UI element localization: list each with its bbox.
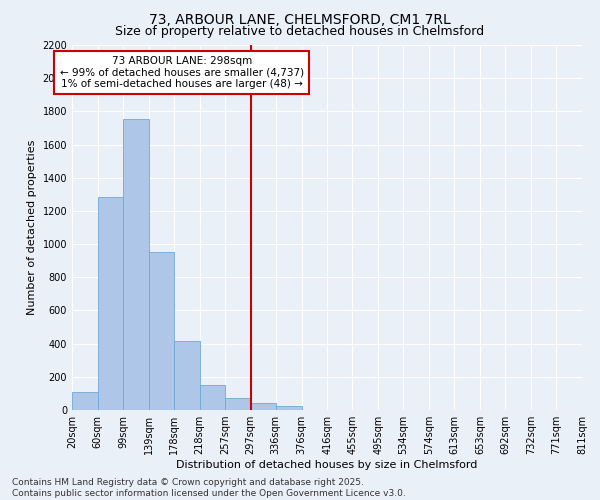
Text: 73, ARBOUR LANE, CHELMSFORD, CM1 7RL: 73, ARBOUR LANE, CHELMSFORD, CM1 7RL (149, 12, 451, 26)
Bar (276, 406, 302, 410)
Bar (225, 398, 251, 410)
Text: Size of property relative to detached houses in Chelmsford: Size of property relative to detached ho… (115, 25, 485, 38)
Bar (149, 252, 174, 410)
Y-axis label: Number of detached properties: Number of detached properties (27, 140, 37, 315)
X-axis label: Distribution of detached houses by size in Chelmsford: Distribution of detached houses by size … (176, 460, 478, 470)
Bar (200, 385, 225, 410)
Bar (98, 197, 123, 410)
Bar (251, 404, 276, 410)
Text: Contains HM Land Registry data © Crown copyright and database right 2025.
Contai: Contains HM Land Registry data © Crown c… (12, 478, 406, 498)
Text: 73 ARBOUR LANE: 298sqm
← 99% of detached houses are smaller (4,737)
1% of semi-d: 73 ARBOUR LANE: 298sqm ← 99% of detached… (59, 56, 304, 89)
Bar (123, 119, 149, 410)
Bar (174, 341, 200, 410)
Bar (72, 392, 98, 410)
